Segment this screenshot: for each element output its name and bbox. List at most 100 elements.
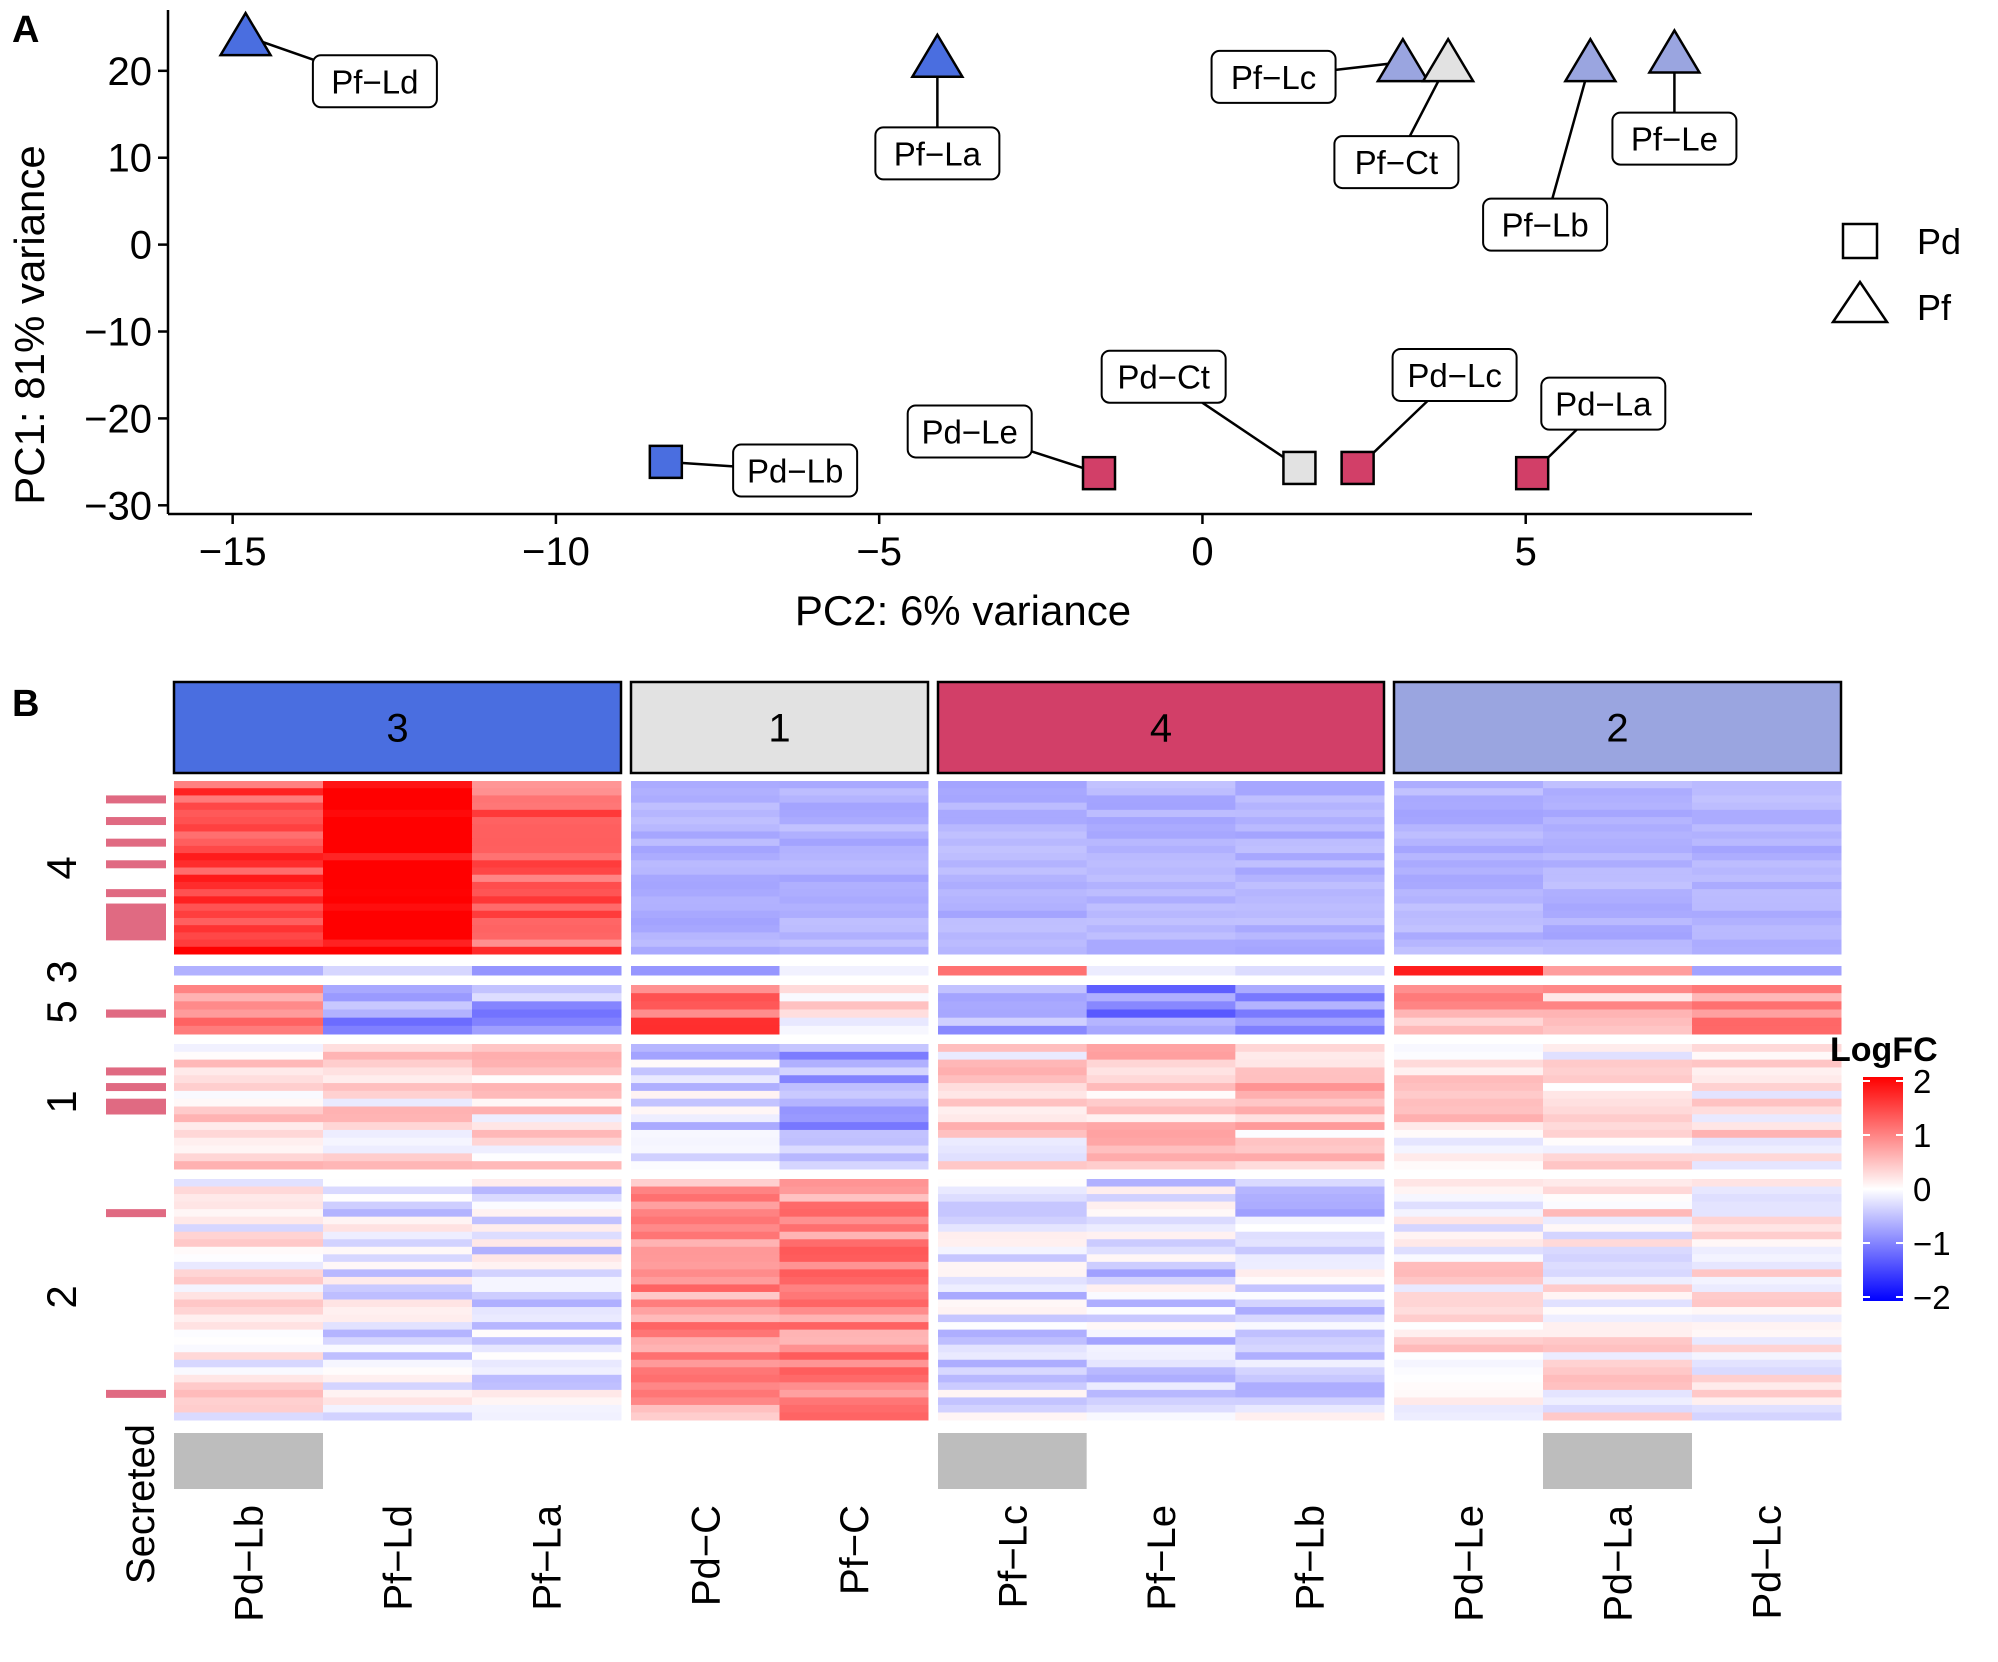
- legend-tick-label: −2: [1913, 1279, 1951, 1316]
- heatmap-cell: [1086, 1067, 1236, 1076]
- heatmap-cell: [779, 903, 929, 912]
- secreted-marker: [106, 1083, 166, 1092]
- heatmap-column-label: Pd−Le: [1448, 1505, 1492, 1622]
- heatmap-cell: [938, 781, 1088, 789]
- heatmap-row-modules: 4 3 5 1 2: [38, 795, 166, 1398]
- heatmap-cell: [174, 881, 324, 890]
- panel-label-a: A: [12, 9, 39, 51]
- heatmap-cell: [472, 1161, 622, 1170]
- heatmap-cell: [779, 1216, 929, 1225]
- heatmap-cell: [323, 932, 473, 941]
- heatmap-cell: [779, 1329, 929, 1338]
- heatmap-cell: [938, 1114, 1088, 1123]
- heatmap-cell: [1235, 1412, 1385, 1421]
- heatmap-cell: [1086, 1106, 1236, 1115]
- heatmap-cell: [1394, 1067, 1544, 1076]
- heatmap-cell: [631, 1090, 780, 1100]
- heatmap-cell: [1394, 1153, 1544, 1162]
- heatmap-cell: [1692, 1352, 1842, 1361]
- heatmap-cell: [779, 1090, 929, 1100]
- heatmap-column-label: Pf−Lc: [991, 1505, 1035, 1608]
- heatmap-cell: [631, 831, 780, 840]
- heatmap-cell: [1692, 817, 1842, 825]
- heatmap-cell: [631, 838, 780, 847]
- heatmap-cell: [1235, 881, 1385, 890]
- heatmap-cell: [1692, 1209, 1842, 1218]
- heatmap-cell: [472, 838, 622, 847]
- heatmap-cell: [779, 860, 929, 868]
- heatmap-cell: [1086, 1397, 1236, 1406]
- heatmap-cell: [779, 1412, 929, 1421]
- heatmap-cell: [1394, 1382, 1544, 1391]
- heatmap-cell: [1086, 824, 1236, 832]
- heatmap-cell: [1692, 1344, 1842, 1353]
- heatmap-cell: [323, 1083, 473, 1092]
- heatmap-cell: [1086, 881, 1236, 890]
- heatmap-cell: [323, 1246, 473, 1255]
- heatmap-cell: [1235, 1216, 1385, 1225]
- heatmap-cell: [1235, 853, 1385, 861]
- heatmap-cell: [938, 1186, 1088, 1195]
- heatmap-cell: [323, 1404, 473, 1413]
- heatmap-cell: [779, 1291, 929, 1300]
- heatmap-cell: [1394, 1044, 1544, 1053]
- heatmap-cell: [472, 1122, 622, 1131]
- heatmap-cell: [323, 1106, 473, 1115]
- heatmap-cell: [1543, 1359, 1693, 1368]
- heatmap-cell: [1235, 1382, 1385, 1391]
- heatmap-cell: [1692, 1153, 1842, 1162]
- heatmap-cell: [1692, 809, 1842, 818]
- heatmap-cell: [174, 910, 324, 919]
- heatmap-cell: [938, 1216, 1088, 1225]
- heatmap-cell: [1543, 1382, 1693, 1391]
- heatmap-cell: [1394, 1090, 1544, 1100]
- pca-point-square: [1340, 450, 1375, 486]
- heatmap-cell: [174, 1389, 324, 1398]
- heatmap-cell: [323, 1389, 473, 1398]
- heatmap-cell: [472, 1067, 622, 1076]
- heatmap-cell: [323, 1186, 473, 1195]
- heatmap-cell: [1692, 1090, 1842, 1100]
- heatmap-cell: [1543, 781, 1693, 789]
- heatmap-cell: [631, 1284, 780, 1293]
- heatmap-cell: [1394, 1098, 1544, 1107]
- heatmap-cell: [323, 1067, 473, 1076]
- heatmap-cell: [631, 1254, 780, 1263]
- heatmap-cell: [1692, 824, 1842, 832]
- heatmap-cell: [631, 860, 780, 868]
- secreted-marker: [106, 1009, 166, 1018]
- heatmap-cell: [938, 1382, 1088, 1391]
- heatmap-cell: [1543, 917, 1693, 926]
- heatmap-cell: [1086, 1412, 1236, 1421]
- heatmap-cell: [1692, 1186, 1842, 1195]
- heatmap-cell: [472, 1374, 622, 1383]
- heatmap-cell: [1235, 1246, 1385, 1255]
- heatmap-cell: [1394, 788, 1544, 796]
- heatmap-cell: [323, 1352, 473, 1361]
- heatmap-cell: [174, 1090, 324, 1100]
- heatmap-cell: [1086, 917, 1236, 926]
- heatmap-cell: [1543, 1059, 1693, 1068]
- heatmap-cell: [631, 1239, 780, 1248]
- heatmap-cell: [1086, 1129, 1236, 1139]
- heatmap-cell: [1394, 1367, 1544, 1376]
- heatmap-cell: [174, 1025, 324, 1035]
- heatmap-cell: [1235, 1059, 1385, 1068]
- heatmap-cell: [1394, 1129, 1544, 1139]
- heatmap-cell: [631, 867, 780, 876]
- heatmap-cell: [938, 824, 1088, 832]
- heatmap-cell: [1235, 1153, 1385, 1162]
- heatmap-cell: [472, 1209, 622, 1218]
- heatmap-cell: [472, 874, 622, 883]
- heatmap-cell: [1235, 1209, 1385, 1218]
- heatmap-cell: [174, 1161, 324, 1170]
- heatmap-cell: [1086, 1009, 1236, 1019]
- heatmap-cell: [1543, 925, 1693, 933]
- pca-label-box: [1391, 347, 1518, 402]
- heatmap-cell: [323, 946, 473, 955]
- heatmap-cell: [174, 1137, 324, 1147]
- heatmap-cell: [174, 993, 324, 1002]
- heatmap-cell: [1086, 802, 1236, 811]
- heatmap-cell: [174, 1224, 324, 1233]
- heatmap-cell: [1086, 1246, 1236, 1255]
